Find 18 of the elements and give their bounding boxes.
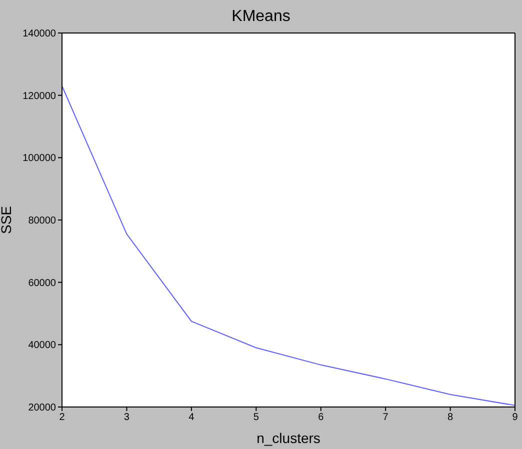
y-tick-label: 80000 <box>28 216 56 227</box>
y-axis-title: SSE <box>0 206 14 234</box>
y-tick-label: 60000 <box>28 278 56 289</box>
x-axis-title: n_clusters <box>256 430 320 446</box>
x-tick-label: 8 <box>448 412 454 424</box>
x-tick-label: 9 <box>512 412 518 424</box>
x-tick-label: 3 <box>124 412 130 424</box>
x-tick-label: 4 <box>188 412 195 424</box>
x-tick-label: 5 <box>253 412 260 424</box>
y-tick-label: 40000 <box>28 340 56 352</box>
x-tick-label: 7 <box>382 412 389 424</box>
x-tick-label: 6 <box>318 412 324 424</box>
y-tick-label: 140000 <box>22 28 56 40</box>
y-tick-label: 20000 <box>28 402 56 414</box>
x-tick-label: 2 <box>59 412 66 424</box>
y-tick-label: 120000 <box>22 90 56 102</box>
chart-title: KMeans <box>230 8 292 26</box>
y-tick-label: 100000 <box>22 153 56 164</box>
